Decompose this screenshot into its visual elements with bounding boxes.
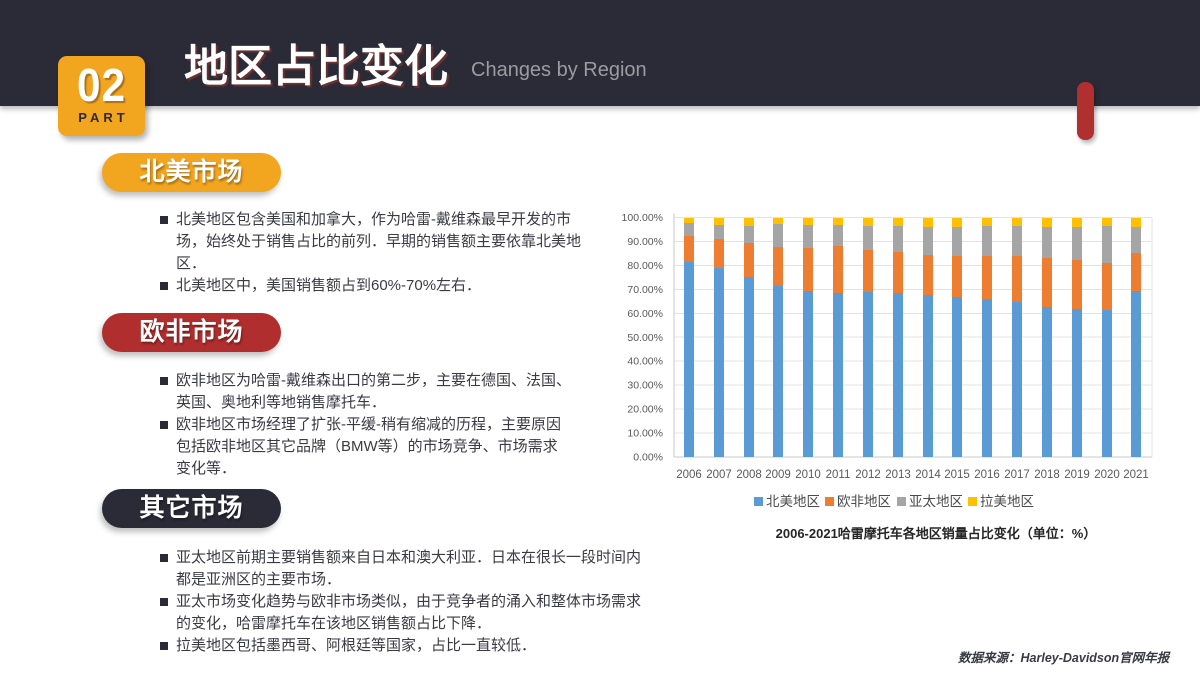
svg-text:2019: 2019 bbox=[1064, 469, 1090, 481]
svg-text:2021: 2021 bbox=[1123, 469, 1149, 481]
svg-text:90.00%: 90.00% bbox=[627, 236, 663, 248]
svg-text:20.00%: 20.00% bbox=[627, 404, 663, 416]
svg-text:40.00%: 40.00% bbox=[627, 356, 663, 368]
svg-text:2015: 2015 bbox=[944, 469, 970, 481]
svg-text:2018: 2018 bbox=[1034, 469, 1060, 481]
svg-text:2010: 2010 bbox=[795, 469, 821, 481]
svg-text:60.00%: 60.00% bbox=[627, 308, 663, 320]
svg-text:2017: 2017 bbox=[1004, 469, 1030, 481]
svg-text:2007: 2007 bbox=[706, 469, 732, 481]
svg-text:2009: 2009 bbox=[765, 469, 791, 481]
svg-text:2016: 2016 bbox=[974, 469, 1000, 481]
svg-text:70.00%: 70.00% bbox=[627, 284, 663, 296]
svg-text:0.00%: 0.00% bbox=[633, 452, 663, 464]
svg-text:80.00%: 80.00% bbox=[627, 260, 663, 272]
svg-text:2013: 2013 bbox=[885, 469, 911, 481]
svg-text:北美地区: 北美地区 bbox=[766, 494, 820, 509]
svg-text:2012: 2012 bbox=[855, 469, 881, 481]
svg-text:100.00%: 100.00% bbox=[622, 212, 663, 224]
svg-text:亚太地区: 亚太地区 bbox=[909, 494, 963, 509]
svg-text:2014: 2014 bbox=[915, 469, 941, 481]
svg-text:2020: 2020 bbox=[1094, 469, 1120, 481]
svg-text:30.00%: 30.00% bbox=[627, 380, 663, 392]
svg-text:欧非地区: 欧非地区 bbox=[837, 494, 891, 509]
svg-text:2008: 2008 bbox=[736, 469, 762, 481]
svg-text:50.00%: 50.00% bbox=[627, 332, 663, 344]
svg-text:10.00%: 10.00% bbox=[627, 428, 663, 440]
svg-text:拉美地区: 拉美地区 bbox=[980, 494, 1034, 509]
svg-text:2011: 2011 bbox=[826, 469, 851, 481]
svg-text:2006: 2006 bbox=[676, 469, 702, 481]
